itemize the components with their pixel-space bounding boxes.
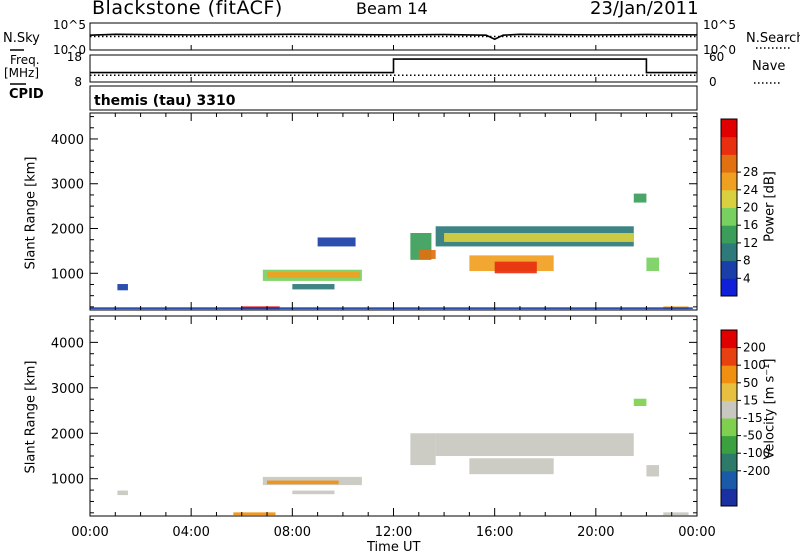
velocity-patch xyxy=(410,433,436,466)
power-colorbar-segment xyxy=(721,154,737,173)
velocity-colorbar-label: -15 xyxy=(743,411,763,425)
power-colorbar-segment xyxy=(721,278,737,297)
velocity-colorbar-segment xyxy=(721,488,737,507)
date-label: 23/Jan/2011 xyxy=(590,0,699,19)
velocity-patch xyxy=(435,433,634,456)
velocity-colorbar-label: -50 xyxy=(743,429,763,443)
velocity-patch xyxy=(633,398,647,406)
velocity-ytick-label: 1000 xyxy=(51,473,84,488)
power-colorbar-segment xyxy=(721,242,737,262)
freq-left-tick: 8 xyxy=(74,75,82,89)
velocity-patch xyxy=(469,458,554,475)
power-colorbar-label: 12 xyxy=(743,236,758,250)
power-patch xyxy=(117,284,128,291)
noise-left-tick: 10^5 xyxy=(53,18,86,32)
power-colorbar-segment xyxy=(721,172,737,191)
velocity-colorbar-segment xyxy=(721,382,737,401)
velocity-colorbar-label: 200 xyxy=(743,341,766,355)
velocity-patch xyxy=(292,490,335,495)
noise-left-tick: 10^0 xyxy=(53,43,86,57)
power-patch xyxy=(90,307,693,310)
x-tick-label: 20:00 xyxy=(577,525,614,540)
velocity-ytick-label: 4000 xyxy=(51,336,84,351)
power-patch xyxy=(444,232,634,242)
beam-label: Beam 14 xyxy=(356,0,428,18)
xaxis-label: Time UT xyxy=(367,540,421,555)
nave-label: Nave xyxy=(752,59,786,74)
velocity-patch xyxy=(646,465,660,477)
power-ytick-label: 3000 xyxy=(51,178,84,193)
power-patch xyxy=(317,237,356,247)
power-patch xyxy=(292,284,335,290)
velocity-colorbar-label: 50 xyxy=(743,376,758,390)
nave-right-tick: 0 xyxy=(709,75,717,89)
power-ytick-label: 1000 xyxy=(51,267,84,282)
power-colorbar-segment xyxy=(721,260,737,279)
x-tick-label: 04:00 xyxy=(172,525,209,540)
cpid-value: themis (tau) 3310 xyxy=(94,93,236,109)
velocity-colorbar-segment xyxy=(721,365,737,384)
velocity-colorbar-label: -200 xyxy=(743,464,770,478)
power-colorbar-segment xyxy=(721,189,737,208)
nsearch-label: N.Search xyxy=(746,31,800,46)
velocity-colorbar-segment xyxy=(721,418,737,437)
x-tick-label: 16:00 xyxy=(476,525,513,540)
velocity-colorbar-segment xyxy=(721,435,737,454)
cpid-label: CPID xyxy=(9,87,44,102)
power-colorbar-segment xyxy=(721,119,737,138)
power-colorbar-label: 16 xyxy=(743,218,758,232)
x-tick-label: 08:00 xyxy=(274,525,311,540)
freq-series-freq xyxy=(90,58,697,74)
noise-series-nsky xyxy=(89,33,698,41)
velocity-patch xyxy=(233,512,276,516)
power-patch xyxy=(646,257,660,272)
freq-left-tick: 18 xyxy=(67,50,82,64)
velocity-patch xyxy=(117,490,128,496)
velocity-colorbar-segment xyxy=(721,347,737,366)
velocity-patch xyxy=(663,512,689,516)
nsky-label: N.Sky xyxy=(3,31,40,46)
velocity-ytick-label: 3000 xyxy=(51,382,84,397)
power-colorbar-label: 4 xyxy=(743,271,751,285)
station-title: Blackstone (fitACF) xyxy=(92,0,283,19)
velocity-colorbar-label: 15 xyxy=(743,393,758,407)
power-panel-frame xyxy=(89,112,698,311)
power-colorbar-segment xyxy=(721,207,737,226)
cpid-panel-frame xyxy=(89,85,698,111)
velocity-patch xyxy=(267,480,339,485)
power-ytick-label: 2000 xyxy=(51,223,84,238)
power-colorbar-label: 28 xyxy=(743,165,758,179)
power-colorbar-segment xyxy=(721,225,737,244)
velocity-colorbar-segment xyxy=(721,330,737,349)
velocity-colorbar-segment xyxy=(721,470,737,489)
power-ytick-label: 4000 xyxy=(51,133,84,148)
power-colorbar-segment xyxy=(721,136,737,155)
power-colorbar-label: 8 xyxy=(743,254,751,268)
power-patch xyxy=(494,261,537,274)
velocity-ytick-label: 2000 xyxy=(51,427,84,442)
noise-right-tick: 10^5 xyxy=(703,18,736,32)
velocity-colorbar-label: -100 xyxy=(743,446,770,460)
noise-right-tick: 10^0 xyxy=(703,43,736,57)
x-tick-label: 00:00 xyxy=(71,525,108,540)
velocity-panel-frame xyxy=(89,315,698,517)
velocity-colorbar-segment xyxy=(721,453,737,472)
velocity-colorbar-label: 100 xyxy=(743,358,766,372)
power-patch xyxy=(418,250,436,259)
freq-unit-label: [MHz] xyxy=(4,66,40,80)
power-patch xyxy=(267,271,360,278)
velocity-colorbar-segment xyxy=(721,400,737,419)
freq-label: Freq. xyxy=(10,53,40,67)
nave-right-tick: 60 xyxy=(709,50,724,64)
x-tick-label: 12:00 xyxy=(375,525,412,540)
power-patch xyxy=(633,193,647,203)
power-colorbar-label: 24 xyxy=(743,183,758,197)
x-tick-label: 00:00 xyxy=(678,525,715,540)
power-colorbar-label: 20 xyxy=(743,201,758,215)
